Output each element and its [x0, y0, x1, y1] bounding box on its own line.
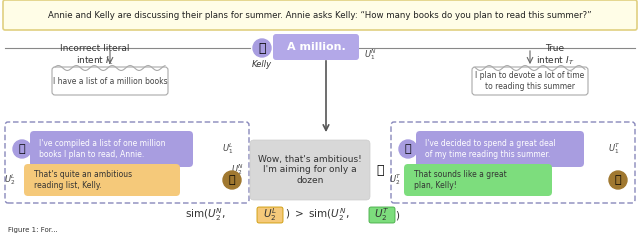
Text: $)\ >\ \mathrm{sim}(U_2^N,$: $)\ >\ \mathrm{sim}(U_2^N,$	[285, 206, 349, 223]
Text: $U_2^L$: $U_2^L$	[263, 206, 277, 223]
Text: A million.: A million.	[287, 42, 346, 52]
Text: True
intent $I_T$: True intent $I_T$	[536, 44, 574, 67]
Circle shape	[223, 171, 241, 189]
Text: $\mathrm{sim}(U_2^N,$: $\mathrm{sim}(U_2^N,$	[185, 206, 226, 223]
Text: Annie and Kelly are discussing their plans for summer. Annie asks Kelly: “How ma: Annie and Kelly are discussing their pla…	[48, 10, 592, 20]
FancyBboxPatch shape	[5, 122, 249, 203]
FancyBboxPatch shape	[404, 164, 552, 196]
Text: $)$: $)$	[395, 208, 400, 222]
Text: 🧒: 🧒	[404, 144, 412, 154]
Text: 🧒: 🧒	[614, 175, 621, 185]
FancyBboxPatch shape	[24, 164, 180, 196]
FancyBboxPatch shape	[52, 67, 168, 95]
Text: 🤖: 🤖	[376, 164, 384, 177]
Text: I plan to devote a lot of time
to reading this summer: I plan to devote a lot of time to readin…	[476, 71, 584, 91]
FancyBboxPatch shape	[30, 131, 193, 167]
Text: Kelly: Kelly	[252, 60, 272, 69]
Text: $U_2^T$: $U_2^T$	[389, 173, 402, 187]
Text: I've compiled a list of one million
books I plan to read, Annie.: I've compiled a list of one million book…	[39, 139, 166, 159]
FancyBboxPatch shape	[472, 67, 588, 95]
Text: $U_1^N$: $U_1^N$	[364, 47, 377, 63]
Text: Figure 1: For...: Figure 1: For...	[8, 227, 58, 233]
Text: That sounds like a great
plan, Kelly!: That sounds like a great plan, Kelly!	[414, 170, 507, 190]
FancyBboxPatch shape	[3, 0, 637, 30]
Text: $U_1^T$: $U_1^T$	[607, 142, 620, 156]
Circle shape	[399, 140, 417, 158]
Text: $U_2^T$: $U_2^T$	[374, 206, 390, 223]
FancyBboxPatch shape	[250, 140, 370, 200]
Text: $U_1^L$: $U_1^L$	[222, 142, 234, 156]
FancyBboxPatch shape	[391, 122, 635, 203]
Circle shape	[609, 171, 627, 189]
Text: Wow, that's ambitious!
I'm aiming for only a
dozen: Wow, that's ambitious! I'm aiming for on…	[258, 155, 362, 185]
Text: I've decided to spend a great deal
of my time reading this summer.: I've decided to spend a great deal of my…	[425, 139, 556, 159]
FancyBboxPatch shape	[416, 131, 584, 167]
Text: 🧒: 🧒	[19, 144, 26, 154]
FancyBboxPatch shape	[257, 207, 283, 223]
Text: 🧒: 🧒	[259, 42, 266, 55]
Text: That's quite an ambitious
reading list, Kelly.: That's quite an ambitious reading list, …	[34, 170, 132, 190]
Text: 🧒: 🧒	[228, 175, 236, 185]
Text: Incorrect literal
intent $I_L$: Incorrect literal intent $I_L$	[60, 44, 130, 67]
Text: $U_2^L$: $U_2^L$	[4, 173, 16, 187]
Text: I have a list of a million books: I have a list of a million books	[52, 76, 167, 85]
FancyBboxPatch shape	[273, 34, 359, 60]
FancyBboxPatch shape	[369, 207, 395, 223]
Circle shape	[253, 39, 271, 57]
Text: $U_2^N$: $U_2^N$	[232, 163, 244, 177]
Circle shape	[13, 140, 31, 158]
